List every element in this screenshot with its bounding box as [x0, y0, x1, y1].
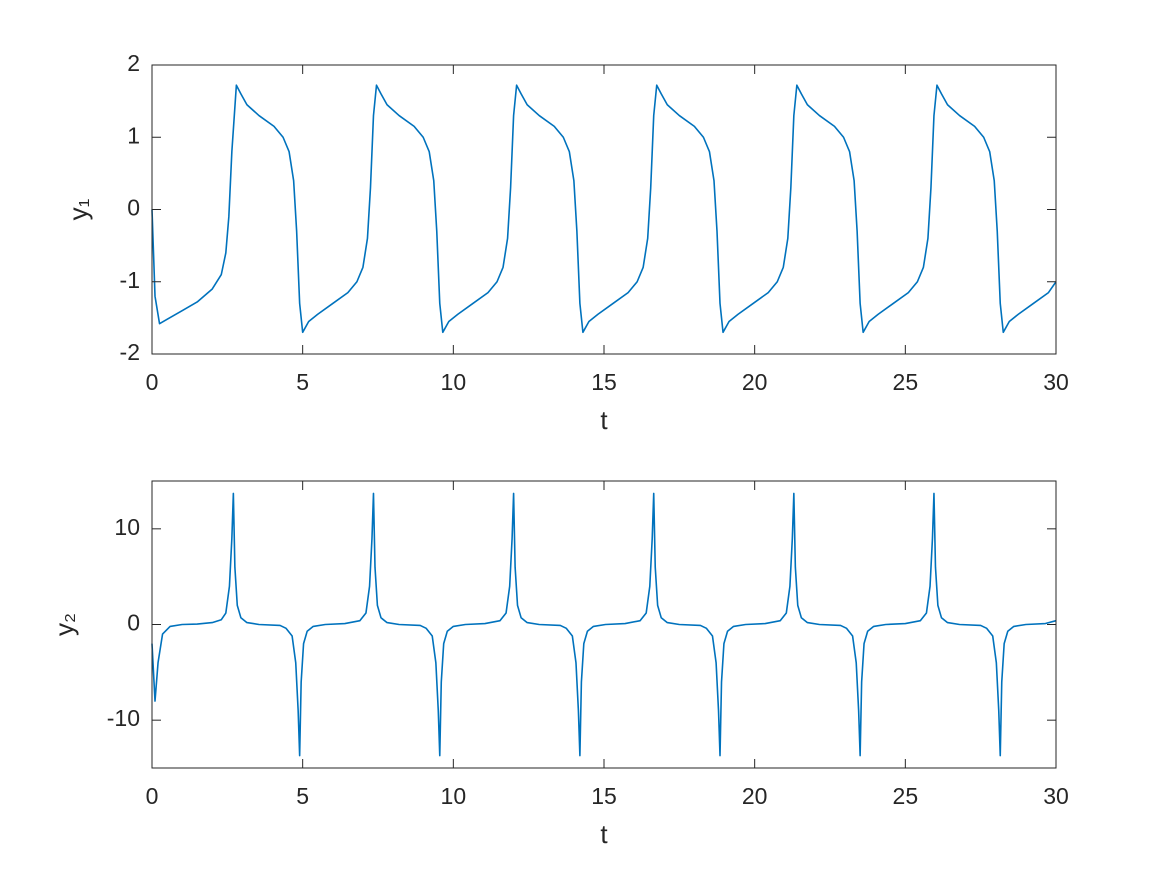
x-tick-label: 0	[146, 783, 159, 809]
x-tick-label: 30	[1043, 783, 1069, 809]
data-line	[151, 84, 1057, 334]
x-tick-label: 15	[591, 783, 617, 809]
y-tick-label: 10	[114, 514, 140, 540]
x-tick-label: 25	[893, 369, 919, 395]
x-tick-label: 5	[296, 369, 309, 395]
x-tick-label: 5	[296, 783, 309, 809]
x-tick-label: 0	[146, 369, 159, 395]
y-tick-label: 1	[127, 122, 140, 148]
y-tick-label: -10	[107, 705, 140, 731]
y-tick-label: -1	[120, 267, 140, 293]
data-line	[151, 492, 1057, 757]
x-tick-label: 10	[441, 369, 467, 395]
x-tick-label: 15	[591, 369, 617, 395]
x-tick-label: 10	[441, 783, 467, 809]
x-tick-label: 20	[742, 369, 768, 395]
y-tick-label: -2	[120, 339, 140, 365]
axes-background	[152, 65, 1056, 354]
y-tick-label: 0	[127, 610, 140, 636]
y-axis-label: y₁	[63, 198, 93, 220]
x-tick-label: 25	[893, 783, 919, 809]
x-axis-label: t	[600, 819, 608, 849]
x-tick-label: 20	[742, 783, 768, 809]
y-axis-label: y₂	[49, 613, 79, 636]
y-tick-label: 2	[127, 50, 140, 76]
x-axis-label: t	[600, 405, 608, 435]
y-tick-label: 0	[127, 195, 140, 221]
x-tick-label: 30	[1043, 369, 1069, 395]
